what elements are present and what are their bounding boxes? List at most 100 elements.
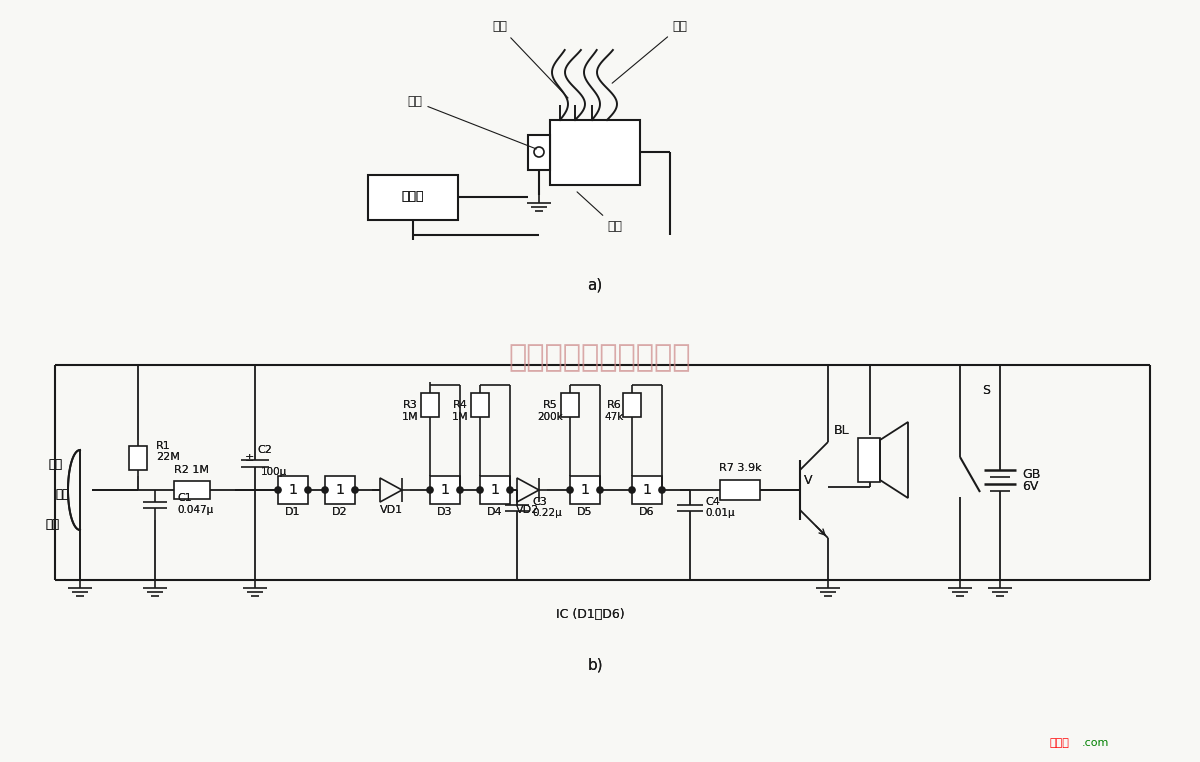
Bar [174,481,210,499]
Text: R7 3.9k: R7 3.9k [719,463,761,473]
Text: 0.01μ: 0.01μ [706,508,734,518]
Bar [470,393,490,417]
Text: C4: C4 [706,497,720,507]
Bar [720,480,760,500]
Text: D2: D2 [332,507,348,517]
Text: 200k: 200k [538,412,563,422]
Text: 47k: 47k [605,412,624,422]
Text: 火焰: 火焰 [48,459,62,472]
Text: 1: 1 [336,483,344,497]
Text: VD1: VD1 [379,505,402,515]
Bar [570,476,600,504]
Text: 接线图: 接线图 [1050,738,1070,748]
Text: b): b) [587,658,602,673]
Circle shape [478,487,482,493]
Text: BL: BL [834,424,850,437]
Text: D4: D4 [487,507,503,517]
Text: 1: 1 [491,483,499,497]
Circle shape [659,487,665,493]
Text: .com: .com [1082,738,1109,748]
Text: 探针: 探针 [55,488,70,501]
Text: a): a) [587,277,602,293]
Text: GB: GB [1022,469,1040,482]
Text: C1: C1 [178,493,192,503]
Text: 0.047μ: 0.047μ [178,505,214,515]
Text: 1: 1 [642,483,652,497]
Text: R2 1M: R2 1M [174,465,210,475]
Text: a): a) [587,277,602,293]
Text: GB: GB [1022,469,1040,482]
Text: V: V [804,473,812,486]
Text: R4: R4 [452,400,468,410]
Text: 1: 1 [642,483,652,497]
Circle shape [352,487,358,493]
Text: D5: D5 [577,507,593,517]
Circle shape [322,487,328,493]
Bar [421,393,439,417]
Text: R2 1M: R2 1M [174,465,210,475]
Bar [278,476,308,504]
Text: 22M: 22M [156,452,180,462]
Text: 火焰: 火焰 [612,20,688,83]
Circle shape [457,487,463,493]
Text: 1M: 1M [402,412,419,422]
Text: 1: 1 [440,483,450,497]
Text: 探针: 探针 [55,488,70,501]
Text: R3: R3 [403,400,418,410]
Text: 47k: 47k [605,412,624,422]
Text: C2: C2 [257,445,272,455]
Text: 0.22μ: 0.22μ [532,508,562,518]
Text: 1M: 1M [451,412,468,422]
Text: R6: R6 [607,400,622,410]
Bar [623,393,641,417]
Text: 报警器: 报警器 [402,190,425,203]
Text: VD2: VD2 [516,505,540,515]
Bar [858,438,880,482]
Text: VD2: VD2 [516,505,540,515]
Text: D5: D5 [577,507,593,517]
Text: 火焰: 火焰 [48,459,62,472]
Text: BL: BL [834,424,850,437]
Text: 200k: 200k [538,412,563,422]
Text: 1M: 1M [451,412,468,422]
Text: D6: D6 [640,507,655,517]
Text: C1: C1 [178,493,192,503]
Text: R1: R1 [156,441,170,451]
Bar [325,476,355,504]
Circle shape [598,487,604,493]
Text: 22M: 22M [156,452,180,462]
Text: V: V [804,473,812,486]
Circle shape [508,487,514,493]
Text: D1: D1 [286,507,301,517]
Text: R5: R5 [542,400,557,410]
Text: D4: D4 [487,507,503,517]
Text: IC (D1～D6): IC (D1～D6) [556,609,624,622]
Text: 100μ: 100μ [262,467,287,477]
Text: 杭州将睐科技有限公司: 杭州将睐科技有限公司 [509,344,691,373]
Text: VD1: VD1 [379,505,402,515]
Text: 1: 1 [336,483,344,497]
Text: S: S [982,383,990,396]
Circle shape [275,487,281,493]
Text: R4: R4 [452,400,468,410]
Bar [632,476,662,504]
Text: C3: C3 [532,497,547,507]
Circle shape [629,487,635,493]
Text: 瓷管: 瓷管 [408,95,536,149]
Text: R5: R5 [542,400,557,410]
Text: 6V: 6V [1022,481,1038,494]
Bar [368,175,458,220]
Text: R1: R1 [156,441,170,451]
Text: R7 3.9k: R7 3.9k [719,463,761,473]
Text: 灶头: 灶头 [577,192,623,233]
Text: C2: C2 [257,445,272,455]
Bar [562,393,580,417]
Text: ±: ± [245,453,253,463]
Text: 1: 1 [440,483,450,497]
Circle shape [568,487,574,493]
Bar [480,476,510,504]
Text: 100μ: 100μ [262,467,287,477]
Text: 0.22μ: 0.22μ [532,508,562,518]
Text: ±: ± [245,453,253,463]
Text: IC (D1～D6): IC (D1～D6) [556,609,624,622]
